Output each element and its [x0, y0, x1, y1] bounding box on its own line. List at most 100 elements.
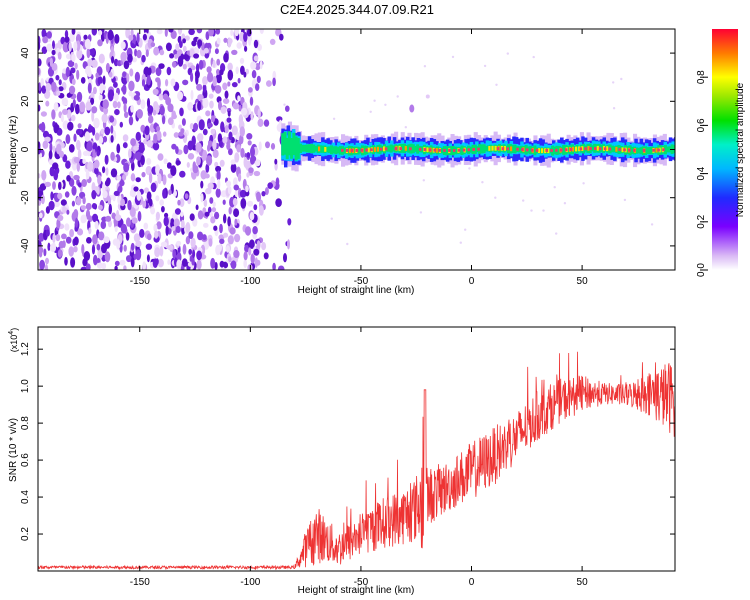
colorbar: 0.0 0.2 0.4 0.6 0.8 Normalized spectral ampl… [696, 29, 746, 277]
noise-point [232, 197, 238, 206]
noise-point [165, 42, 172, 52]
signal-band-green [449, 146, 453, 155]
noise-point [244, 45, 248, 52]
noise-point [182, 258, 188, 267]
noise-point [85, 170, 90, 180]
noise-point [203, 199, 208, 208]
signal-ridge [550, 149, 553, 152]
x-tick-label: -50 [354, 276, 369, 287]
noise-point [191, 40, 197, 47]
noise-point [247, 140, 252, 146]
noise-point [175, 225, 181, 234]
noise-point [171, 143, 177, 150]
noise-point [68, 41, 72, 52]
noise-point [269, 38, 276, 46]
noise-point [138, 142, 145, 154]
noise-point [65, 160, 71, 169]
signal-band-green [469, 146, 473, 153]
noise-point [263, 252, 269, 260]
noise-point [214, 85, 222, 94]
noise-point [197, 231, 204, 241]
noise-speck [612, 107, 616, 110]
noise-point [196, 83, 203, 91]
spectrogram-y-axis: -40 -20 0 20 40 [20, 47, 675, 253]
noise-speck [332, 117, 336, 121]
signal-band-green [327, 146, 331, 153]
y-tick-label: 1.2 [20, 342, 31, 356]
noise-point [227, 81, 231, 87]
signal-band-green [310, 143, 314, 154]
noise-point [62, 240, 66, 249]
signal-ridge [438, 148, 441, 152]
x-tick-label: 50 [577, 276, 589, 287]
signal-band-green [557, 146, 561, 155]
noise-point [114, 92, 119, 102]
noise-point [49, 166, 55, 177]
noise-point [135, 151, 142, 161]
noise-point [154, 247, 161, 258]
noise-point [88, 227, 92, 235]
signal-band-green [338, 146, 342, 155]
noise-point [49, 142, 53, 153]
noise-point [170, 30, 177, 39]
noise-point [91, 203, 97, 209]
noise-point [97, 76, 103, 86]
signal-band-green [305, 144, 309, 153]
x-tick-label: -150 [130, 276, 150, 287]
noise-point [157, 258, 164, 268]
noise-point [236, 42, 242, 49]
signal-ridge [350, 149, 354, 152]
noise-point [85, 101, 92, 111]
noise-speck [283, 103, 286, 106]
noise-point [177, 29, 183, 35]
noise-point [141, 79, 146, 87]
noise-speck [451, 55, 455, 59]
signal-ridge [555, 148, 558, 152]
signal-band-green [290, 138, 294, 159]
noise-point [112, 100, 118, 109]
noise-point [139, 228, 145, 238]
signal-band-peak [373, 147, 376, 152]
noise-point [176, 259, 182, 270]
noise-point [67, 121, 74, 131]
noise-point [114, 109, 120, 116]
noise-point [258, 141, 262, 151]
noise-point [114, 260, 120, 267]
noise-point [251, 70, 257, 79]
noise-point [184, 35, 190, 41]
noise-point [38, 146, 42, 155]
x-tick-label: 0 [469, 276, 475, 287]
noise-point [87, 125, 94, 133]
signal-band-green [287, 131, 291, 156]
noise-point [91, 190, 97, 200]
noise-point [66, 175, 71, 182]
noise-point [220, 106, 227, 114]
noise-point [48, 159, 54, 166]
noise-point [230, 159, 236, 165]
noise-point [275, 198, 282, 208]
noise-point [108, 91, 114, 102]
noise-point [41, 85, 47, 94]
signal-band-peak [544, 148, 547, 154]
noise-point [177, 199, 181, 206]
noise-point [206, 155, 213, 166]
noise-point [45, 83, 52, 92]
noise-point [243, 156, 248, 168]
noise-point [80, 266, 88, 270]
signal-band-peak [655, 147, 658, 153]
noise-point [182, 79, 189, 86]
noise-point [256, 192, 262, 202]
noise-point [97, 174, 102, 185]
noise-point [104, 126, 111, 136]
noise-point [45, 257, 49, 265]
signal-band-green [283, 131, 287, 155]
noise-point [183, 144, 189, 155]
noise-point [233, 250, 240, 258]
noise-point [156, 125, 161, 132]
noise-point [91, 110, 95, 122]
noise-point [160, 241, 168, 248]
signal-band-green [303, 145, 307, 152]
noise-point [97, 39, 103, 47]
noise-speck [506, 52, 509, 55]
noise-point [62, 68, 67, 74]
